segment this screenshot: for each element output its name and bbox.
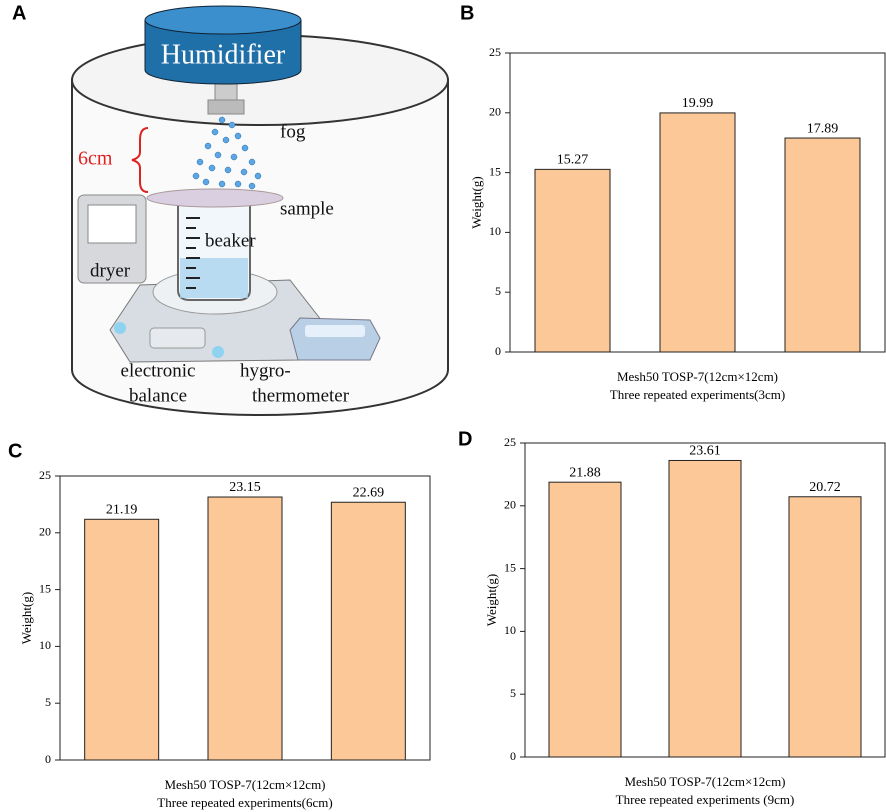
- bar: [207, 496, 283, 761]
- bar: [548, 481, 622, 758]
- x-axis-label: Mesh50 TOSP-7(12cm×12cm): [164, 777, 325, 792]
- humidifier-top: [144, 5, 302, 35]
- dryer-grille: [87, 204, 137, 244]
- display: [305, 325, 365, 337]
- y-tick-label: 15: [39, 581, 51, 595]
- x-axis-label: Mesh50 TOSP-7(12cm×12cm): [617, 369, 778, 384]
- y-tick-label: 5: [45, 695, 51, 709]
- y-tick-label: 25: [504, 435, 516, 449]
- hygrothermometer: [289, 317, 381, 361]
- bar: [659, 112, 736, 353]
- bar: [84, 518, 160, 761]
- diagram-label: hygro-: [240, 360, 291, 381]
- plot-frame: [509, 52, 886, 353]
- bar: [330, 501, 406, 761]
- panel-label: D: [458, 428, 472, 450]
- diagram-label: Humidifier: [161, 39, 286, 70]
- beaker-scale: [186, 217, 200, 289]
- display: [149, 327, 206, 349]
- diagram-label: thermometer: [252, 385, 350, 406]
- y-tick-label: 25: [489, 45, 501, 59]
- value-label: 22.69: [353, 485, 385, 500]
- diagram-label: fog: [280, 121, 306, 142]
- y-tick-label: 5: [495, 284, 501, 298]
- diagram-label: beaker: [205, 230, 256, 251]
- y-axis-label: Weight(g): [484, 574, 499, 626]
- humidifier: [144, 20, 302, 85]
- panel-label: C: [8, 440, 22, 462]
- x-axis-label: Three repeated experiments(6cm): [157, 795, 332, 810]
- x-axis-label: Three repeated experiments(3cm): [610, 387, 785, 402]
- diagram-label: dryer: [90, 260, 131, 281]
- nozzle: [214, 81, 238, 103]
- diagram-label: balance: [129, 385, 187, 406]
- button: [212, 346, 224, 358]
- y-tick-label: 15: [489, 164, 501, 178]
- bar: [788, 496, 862, 758]
- plot-frame: [524, 442, 886, 758]
- diagram-label: electronic: [121, 360, 196, 381]
- value-label: 17.89: [807, 121, 839, 136]
- y-tick-label: 25: [39, 468, 51, 482]
- diagram-label: sample: [280, 198, 334, 219]
- apparatus-diagram: Humidifier 6cm fog sample beaker dryer: [71, 5, 449, 416]
- panel-label: B: [460, 2, 474, 24]
- plot-frame: [59, 475, 431, 761]
- y-tick-label: 10: [504, 623, 516, 637]
- y-tick-label: 0: [510, 749, 516, 763]
- y-tick-label: 20: [504, 498, 516, 512]
- y-tick-label: 20: [39, 525, 51, 539]
- x-axis-label: Three repeated experiments (9cm): [616, 792, 795, 807]
- value-label: 23.61: [689, 444, 721, 459]
- y-axis-label: Weight(g): [469, 176, 484, 228]
- value-label: 19.99: [682, 96, 714, 111]
- y-tick-label: 0: [495, 344, 501, 358]
- button: [114, 322, 126, 334]
- y-tick-label: 5: [510, 686, 516, 700]
- y-tick-label: 20: [489, 105, 501, 119]
- value-label: 15.27: [557, 153, 589, 168]
- x-axis-label: Mesh50 TOSP-7(12cm×12cm): [624, 774, 785, 789]
- distance-brace: [131, 127, 149, 193]
- y-tick-label: 10: [39, 638, 51, 652]
- nozzle: [207, 99, 245, 115]
- diagram-label: 6cm: [78, 148, 113, 170]
- bar: [534, 168, 611, 353]
- fog-droplets: [192, 116, 262, 190]
- y-tick-label: 10: [489, 224, 501, 238]
- value-label: 21.19: [106, 503, 138, 518]
- bar: [668, 459, 742, 758]
- value-label: 23.15: [229, 480, 261, 495]
- sample: [146, 188, 284, 208]
- panel-label: A: [12, 2, 26, 24]
- value-label: 20.72: [809, 480, 841, 495]
- value-label: 21.88: [569, 465, 601, 480]
- y-axis-label: Weight(g): [19, 592, 34, 644]
- y-tick-label: 15: [504, 560, 516, 574]
- y-tick-label: 0: [45, 752, 51, 766]
- bar: [784, 137, 861, 353]
